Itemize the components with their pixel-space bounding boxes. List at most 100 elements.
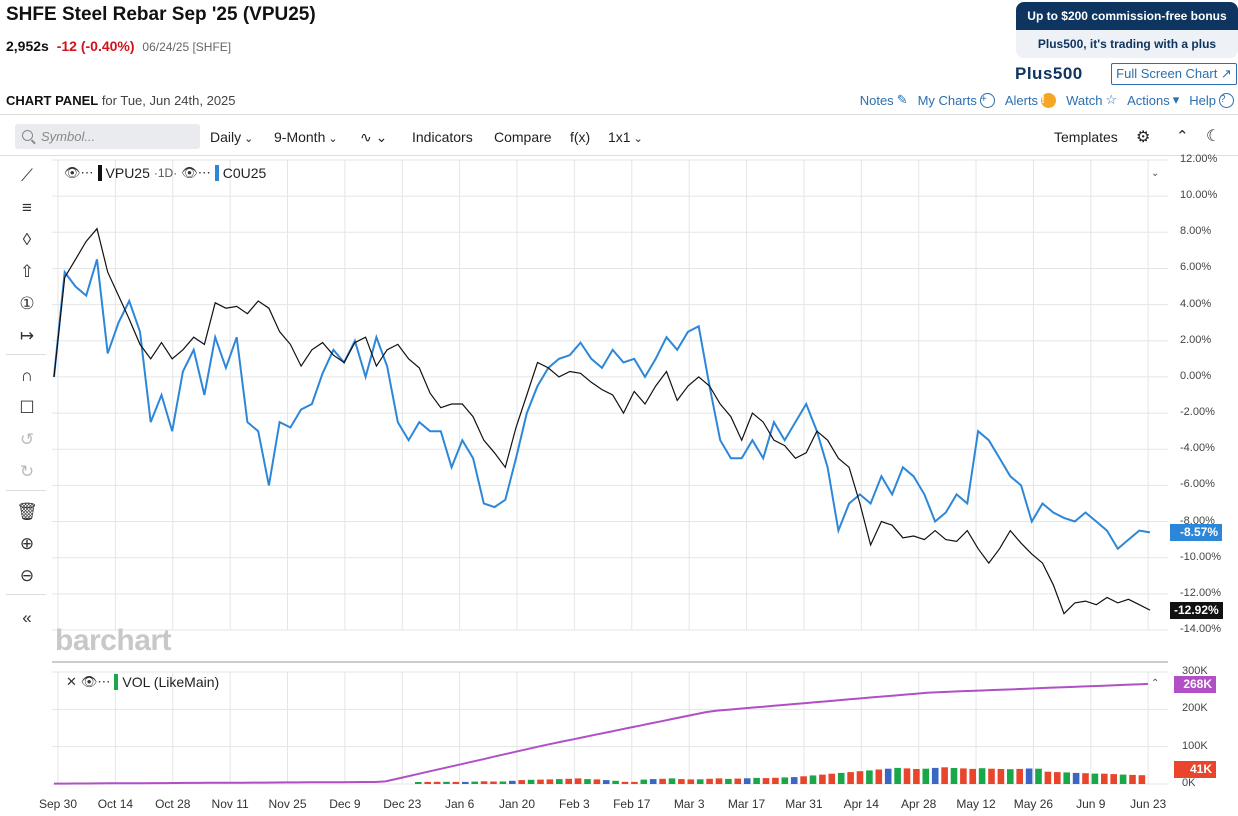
x-tick-label: Oct 14	[97, 797, 134, 811]
series-line-C0U25	[53, 259, 1151, 551]
range-dropdown[interactable]: 9-Month	[274, 129, 338, 145]
volume-bar	[1082, 773, 1089, 784]
my-charts-link[interactable]: My Charts +	[918, 92, 995, 108]
x-tick-label: Feb 3	[559, 797, 590, 811]
volume-bar	[734, 778, 742, 784]
volume-bar	[415, 782, 422, 784]
close-icon[interactable]: ✕	[66, 674, 77, 689]
line-tool-icon[interactable]: ⟋	[21, 166, 33, 185]
measure-tool-icon[interactable]: ↦	[19, 326, 35, 345]
settings-gear-icon[interactable]: ⚙	[1136, 129, 1151, 146]
eye-icon[interactable]: 👁⋯	[181, 165, 211, 180]
divider	[0, 114, 1238, 115]
volume-bar	[499, 781, 507, 784]
notes-link[interactable]: Notes ✎	[859, 92, 908, 108]
x-tick-label: Jun 23	[1130, 797, 1167, 811]
eye-icon[interactable]: 👁⋯	[80, 674, 111, 689]
magnet-icon[interactable]: ∩	[20, 366, 34, 385]
compare-series-label[interactable]: C0U25	[222, 165, 267, 181]
templates-button[interactable]: Templates	[1054, 129, 1118, 145]
plus500-logo[interactable]: Plus500	[1015, 64, 1083, 83]
compare-series-swatch	[214, 165, 219, 181]
volume-bar	[1091, 773, 1099, 784]
promo-top[interactable]: Up to $200 commission-free bonus	[1016, 2, 1238, 30]
main-legend: 👁⋯ VPU25 ·1D· 👁⋯ C0U25	[64, 165, 266, 181]
last-value-tag: -8.57%	[1170, 524, 1222, 542]
caret-down-icon: ▾	[1172, 92, 1180, 107]
quote-line: 2,952s -12 (-0.40%) 06/24/25 [SHFE]	[6, 38, 231, 54]
main-series-swatch	[97, 165, 102, 181]
volume-bar	[781, 777, 789, 784]
volume-bar	[1054, 772, 1061, 784]
volume-bar	[866, 770, 873, 784]
collapse-sidebar-icon[interactable]: «	[22, 608, 32, 627]
volume-bar	[640, 779, 648, 784]
volume-bar	[678, 779, 685, 784]
volume-bar	[631, 781, 638, 784]
x-tick-label: Feb 17	[613, 797, 651, 811]
volume-bar	[1025, 768, 1033, 784]
full-screen-chart-button[interactable]: Full Screen Chart ↗	[1111, 63, 1237, 85]
x-tick-label: Dec 23	[383, 797, 422, 811]
main-series-label[interactable]: VPU25	[105, 165, 150, 181]
compare-button[interactable]: Compare	[494, 129, 552, 145]
volume-line	[54, 682, 1149, 785]
arrow-tool-icon[interactable]: ⇧	[19, 262, 35, 281]
x-tick-label: Mar 31	[785, 797, 823, 811]
zoom-in-icon[interactable]: ⊕	[19, 534, 35, 553]
volume-label[interactable]: VOL (LikeMain)	[122, 674, 220, 690]
fx-button[interactable]: f(x)	[570, 129, 591, 145]
alerts-link[interactable]: Alerts!	[1005, 92, 1057, 108]
volume-bar	[490, 781, 497, 784]
volume-bar	[696, 779, 704, 784]
layout-dropdown[interactable]: 1x1	[608, 129, 643, 145]
trash-icon[interactable]: 🗑	[16, 502, 38, 521]
collapse-icon[interactable]: ⌃	[1176, 128, 1189, 145]
eye-icon[interactable]: 👁⋯	[64, 165, 94, 180]
interval-dropdown[interactable]: Daily	[210, 129, 253, 145]
volume-bar	[894, 767, 901, 784]
y-tick-label: -12.00%	[1180, 586, 1221, 599]
chart-panel-title: CHART PANEL	[6, 93, 99, 108]
volume-bar	[584, 779, 591, 784]
promo-banner[interactable]: Up to $200 commission-free bonus Plus500…	[1016, 2, 1238, 58]
x-tick-label: Nov 25	[268, 797, 307, 811]
chevron-up-icon[interactable]: ⌃	[1151, 678, 1160, 689]
volume-bar	[1063, 772, 1070, 784]
volume-bar	[960, 768, 967, 784]
help-link[interactable]: Help?	[1189, 92, 1234, 108]
number-marker-icon[interactable]: ①	[19, 294, 35, 313]
volume-bar	[452, 781, 460, 784]
main-series-interval: ·1D·	[153, 166, 178, 180]
actions-menu[interactable]: Actions ▾	[1127, 92, 1180, 108]
zoom-out-icon[interactable]: ⊖	[19, 566, 35, 585]
chart-type-dropdown[interactable]: ∿ ⌄	[360, 129, 388, 145]
fib-tool-icon[interactable]: ≡	[22, 198, 32, 217]
volume-swatch	[114, 674, 119, 690]
indicators-button[interactable]: Indicators	[412, 129, 473, 145]
watch-link[interactable]: Watch ☆	[1066, 92, 1118, 108]
volume-bar	[969, 768, 976, 784]
volume-bar	[978, 768, 986, 784]
volume-bar	[847, 772, 854, 784]
promo-bottom[interactable]: Plus500, it's trading with a plus	[1016, 30, 1238, 58]
dark-mode-icon[interactable]: ☾	[1206, 128, 1221, 145]
chevron-down-icon[interactable]: ⌄	[1151, 168, 1160, 179]
volume-legend: ✕ 👁⋯ VOL (LikeMain)	[66, 674, 219, 690]
shape-tool-icon[interactable]: ◊	[22, 230, 32, 249]
volume-bar	[433, 781, 441, 784]
undo-icon[interactable]: ↺	[19, 430, 35, 449]
symbol-search-input[interactable]: Symbol...	[15, 124, 200, 149]
lock-icon[interactable]: ☐	[19, 398, 35, 417]
y-tick-label: 4.00%	[1180, 297, 1212, 310]
series-line-VPU25	[53, 227, 1151, 615]
y-tick-label: 6.00%	[1180, 261, 1212, 274]
volume-bar	[649, 779, 657, 784]
y-tick-label: 8.00%	[1180, 225, 1212, 238]
volume-bar	[997, 769, 1005, 784]
volume-bar	[612, 780, 619, 784]
redo-icon[interactable]: ↻	[19, 462, 35, 481]
volume-bar	[668, 778, 676, 784]
volume-bar	[725, 778, 732, 784]
